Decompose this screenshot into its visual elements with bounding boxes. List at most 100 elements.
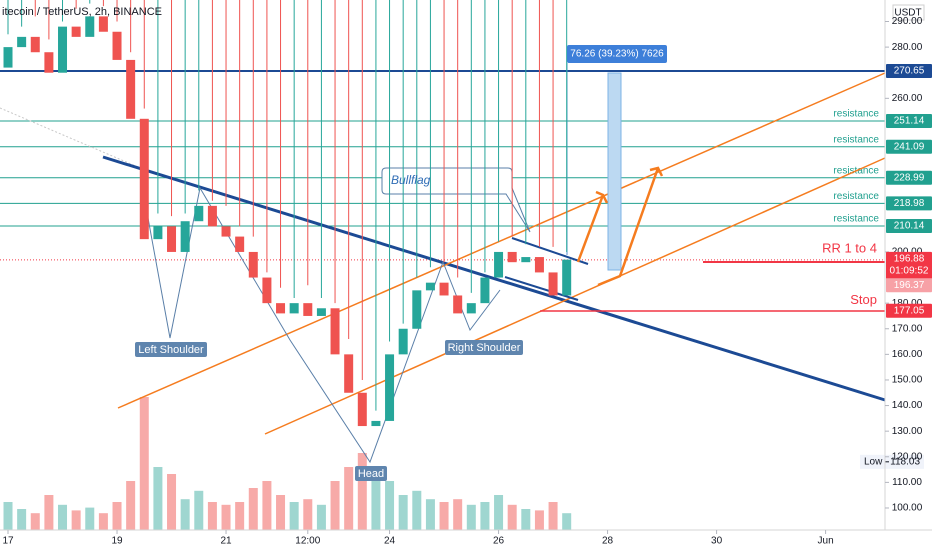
volume-bar — [153, 467, 163, 530]
candle-body — [425, 282, 435, 291]
measure-range — [607, 72, 622, 271]
candle-body — [98, 16, 108, 32]
volume-bar — [235, 502, 245, 530]
price-badge — [886, 303, 932, 318]
price-badge-label: 241.09 — [894, 141, 925, 152]
stop-label: Stop — [850, 292, 877, 307]
price-badge-label: 196.37 — [894, 280, 925, 291]
volume-bar — [167, 474, 177, 530]
low-label: Low — [864, 456, 883, 467]
y-tick-label: 170.00 — [892, 323, 923, 334]
low-value: 118.03 — [890, 456, 920, 467]
candle-body — [412, 290, 422, 329]
rr-label: RR 1 to 4 — [822, 240, 877, 255]
volume-bar — [371, 474, 381, 530]
candle-body — [71, 26, 81, 37]
measure-label: 76.26 (39.23%) 7626 — [570, 49, 664, 60]
volume-bar — [98, 513, 108, 530]
y-tick-label: 180.00 — [892, 298, 923, 309]
x-tick-label: 26 — [493, 536, 505, 547]
price-badge — [886, 218, 932, 233]
volume-bar — [139, 397, 149, 530]
currency-box — [892, 4, 925, 21]
y-tick-label: 100.00 — [892, 503, 923, 514]
head-shoulders-path — [147, 186, 501, 464]
candle-body — [3, 47, 13, 68]
y-tick-label: 160.00 — [892, 349, 923, 360]
candle-body — [385, 354, 395, 421]
price-badge-label: 218.98 — [894, 198, 925, 209]
price-badge-label: 228.99 — [894, 172, 925, 183]
y-tick-label: 140.00 — [892, 400, 923, 411]
candle-body — [398, 328, 408, 355]
volume-bar — [303, 499, 313, 530]
candle-body — [58, 26, 68, 73]
flag-bottom — [504, 276, 579, 301]
volume-bar — [289, 502, 299, 530]
price-badge — [886, 139, 932, 154]
volume-bar — [44, 495, 54, 530]
x-tick-label: Jun — [818, 536, 834, 547]
candle-body — [494, 251, 504, 278]
y-tick-label: 280.00 — [892, 42, 923, 53]
x-tick-label: 28 — [602, 536, 614, 547]
volume-bar — [453, 499, 463, 530]
x-tick-label: 19 — [111, 536, 123, 547]
candle-body — [112, 31, 122, 60]
volume-bar — [207, 502, 217, 530]
price-badge-label: 251.14 — [894, 116, 925, 127]
arrow-1 — [576, 194, 605, 263]
candles-layer — [3, 0, 572, 427]
volume-bar — [507, 504, 517, 530]
price-badge — [886, 251, 932, 279]
volume-bar — [3, 502, 13, 530]
volume-bar — [316, 504, 326, 530]
volume-bar — [112, 502, 122, 530]
candle-body — [289, 303, 299, 314]
candle-body — [180, 221, 190, 252]
candle-body — [548, 272, 558, 296]
label-box — [355, 466, 387, 481]
price-badge — [886, 64, 932, 79]
candle-body — [439, 282, 449, 296]
measure-box — [567, 45, 667, 63]
channel-upper — [117, 72, 886, 409]
volume-bar — [194, 490, 204, 530]
candle-body — [221, 226, 231, 237]
volume-bar — [548, 502, 558, 530]
flag-top — [511, 237, 589, 265]
low-box — [860, 454, 924, 469]
arrow-2-head — [649, 166, 664, 177]
candle-body — [207, 205, 217, 227]
price-badge — [886, 278, 932, 293]
volume-bar — [385, 481, 395, 530]
head-label: Head — [358, 468, 384, 480]
y-tick-label: 260.00 — [892, 93, 923, 104]
right-shoulder-label: Right Shoulder — [448, 342, 521, 354]
price-badge-label: 196.88 — [894, 254, 925, 265]
candle-body — [466, 303, 476, 314]
y-tick-label: 120.00 — [892, 451, 923, 462]
x-tick-label: 30 — [711, 536, 723, 547]
volume-bar — [330, 481, 340, 530]
volume-bar — [398, 495, 408, 530]
candle-body — [316, 308, 326, 316]
volume-bar — [534, 510, 544, 530]
candle-body — [17, 36, 27, 48]
label-box — [135, 342, 207, 357]
candle-body — [507, 251, 517, 263]
x-tick-label: 24 — [384, 536, 396, 547]
volume-bar — [521, 509, 531, 530]
chart-title: itecoin / TetherUS, 2h, BINANCE — [2, 6, 162, 18]
left-shoulder-label: Left Shoulder — [138, 344, 204, 356]
volume-bar — [85, 507, 95, 530]
candle-body — [262, 277, 272, 304]
candle-body — [534, 257, 544, 273]
candle-body — [276, 303, 286, 314]
x-tick-label: 17 — [2, 536, 14, 547]
candle-body — [85, 16, 95, 37]
volume-bar — [248, 488, 258, 530]
